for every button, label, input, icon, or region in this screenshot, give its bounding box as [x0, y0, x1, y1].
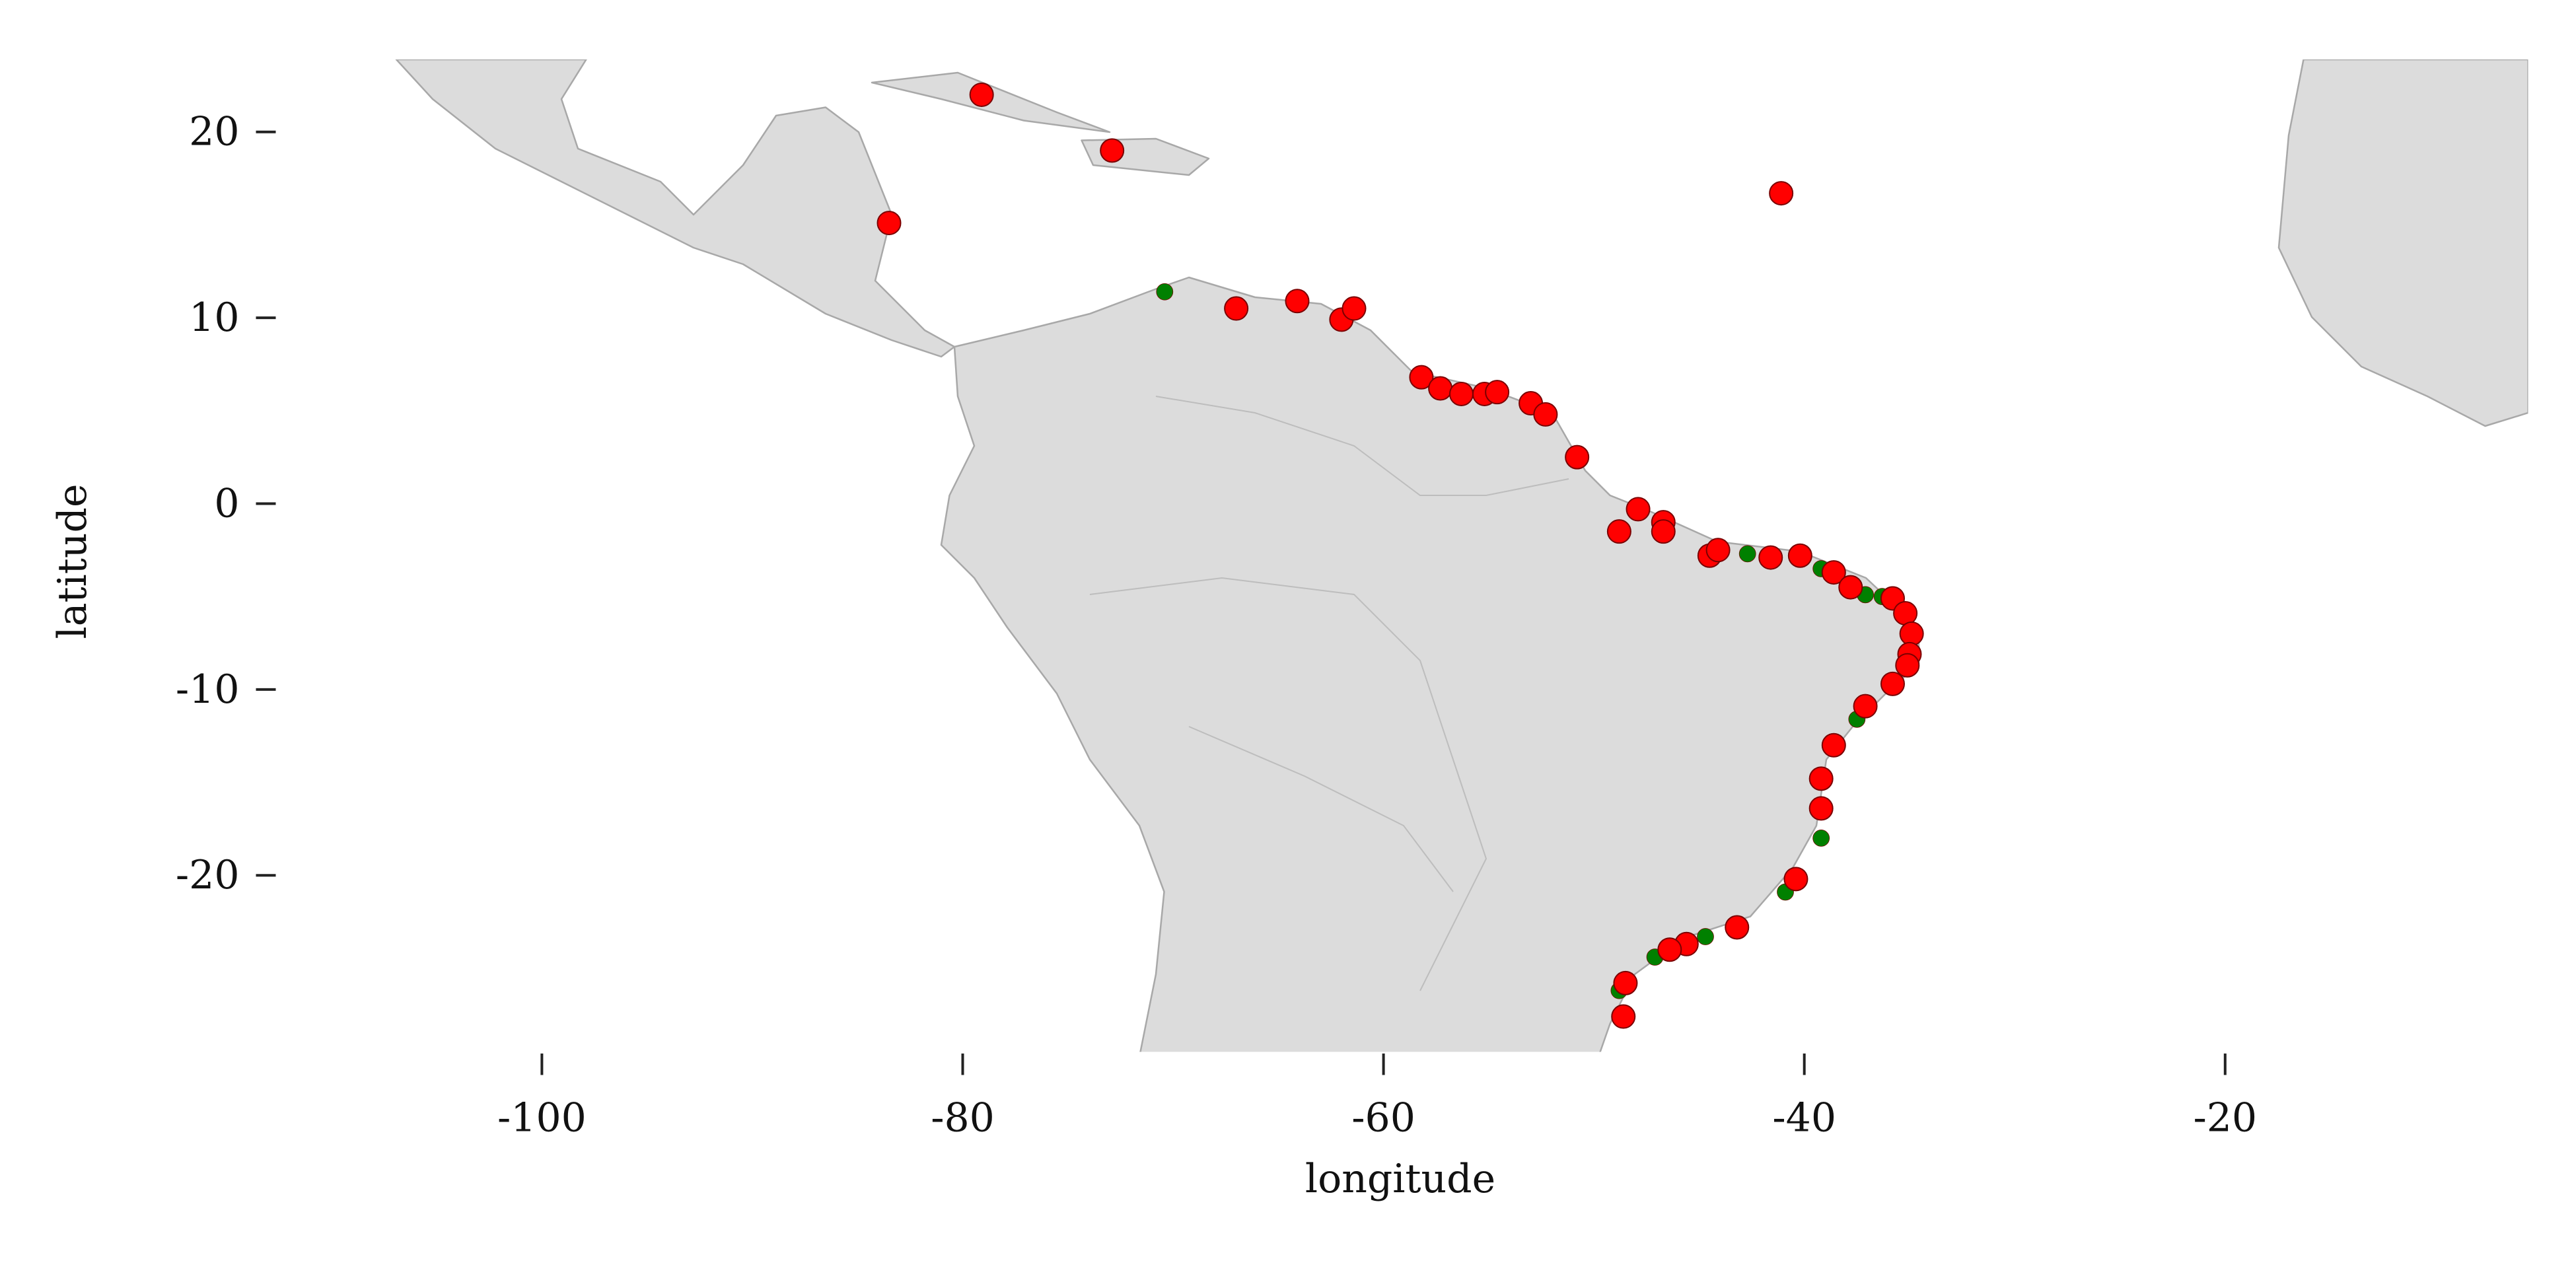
y-tick-label: 0 — [214, 480, 239, 526]
data-point — [1626, 497, 1651, 522]
data-point — [1606, 519, 1631, 544]
data-point — [1611, 1004, 1636, 1029]
y-axis-label: latitude — [50, 484, 96, 639]
basemap — [395, 59, 2528, 1052]
data-point — [1895, 653, 1920, 678]
data-point — [1893, 600, 1918, 626]
data-point — [1899, 621, 1924, 646]
y-tick-label: -20 — [176, 852, 240, 898]
data-point — [969, 82, 994, 107]
data-point — [1787, 543, 1812, 568]
data-point — [1738, 545, 1756, 563]
data-point — [1100, 138, 1125, 163]
data-point — [1428, 376, 1453, 401]
x-tick-label: -20 — [2193, 1095, 2257, 1141]
data-point — [1565, 445, 1590, 470]
hispaniola — [1081, 137, 1210, 176]
data-point — [1821, 560, 1846, 585]
data-point — [1821, 733, 1846, 758]
y-tick-label: 10 — [189, 295, 239, 341]
data-point — [1808, 796, 1834, 821]
y-tick-label: 20 — [189, 109, 239, 155]
data-point — [1657, 937, 1682, 962]
data-point — [877, 211, 902, 236]
data-point — [1725, 915, 1750, 940]
data-point — [1485, 380, 1510, 405]
data-point — [1285, 289, 1310, 314]
country-border — [1188, 726, 1454, 892]
data-point — [1853, 694, 1878, 719]
data-point — [1449, 381, 1474, 406]
data-point — [1342, 296, 1367, 321]
data-point — [1156, 283, 1174, 301]
data-point — [1651, 519, 1676, 544]
x-tick-label: -100 — [497, 1095, 587, 1141]
africa — [2277, 59, 2528, 427]
data-point — [1812, 830, 1830, 847]
data-point — [1758, 545, 1783, 570]
central-america — [395, 59, 956, 358]
country-border — [1155, 396, 1569, 496]
data-point — [1880, 671, 1905, 696]
data-point — [1533, 402, 1558, 427]
x-tick-label: -40 — [1772, 1095, 1836, 1141]
data-point — [1409, 365, 1434, 390]
data-point — [1769, 181, 1794, 206]
y-tick-label: -10 — [176, 666, 240, 713]
data-point — [1613, 970, 1638, 995]
x-axis-label: longitude — [1305, 1156, 1495, 1202]
data-point — [1705, 538, 1731, 563]
x-tick-label: -60 — [1351, 1095, 1415, 1141]
x-tick-label: -80 — [931, 1095, 995, 1141]
country-border — [1089, 577, 1487, 991]
data-point — [1224, 296, 1249, 321]
data-point — [1808, 766, 1834, 791]
data-point — [1838, 575, 1863, 600]
data-point — [1783, 867, 1808, 892]
data-point — [1697, 928, 1714, 945]
